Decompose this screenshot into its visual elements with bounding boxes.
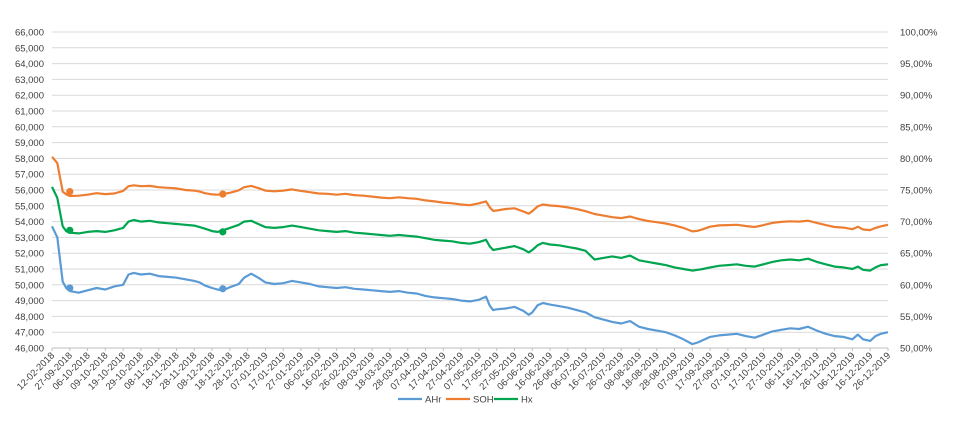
y-tick-label: 51,000 bbox=[15, 265, 44, 276]
series-lines bbox=[51, 156, 889, 346]
data-marker-hx bbox=[219, 228, 227, 236]
series-line-soh bbox=[51, 156, 889, 233]
y2-tick-label: 90,00% bbox=[900, 91, 933, 102]
y-tick-label: 57,000 bbox=[15, 170, 44, 181]
y-tick-label: 65,000 bbox=[15, 43, 44, 54]
legend-label-soh: SOH bbox=[473, 395, 494, 406]
data-marker-ahr bbox=[219, 285, 227, 293]
y2-tick-label: 75,00% bbox=[900, 186, 933, 197]
y2-tick-label: 50,00% bbox=[900, 344, 933, 355]
y-tick-label: 60,000 bbox=[15, 122, 44, 133]
legend-label-hx: Hx bbox=[521, 395, 533, 406]
y-tick-label: 59,000 bbox=[15, 138, 44, 149]
y-tick-label: 52,000 bbox=[15, 249, 44, 260]
left-y-axis: 46,000 47,000 48,000 49,000 50,000 51,000 52,0… bbox=[15, 28, 44, 355]
y-tick-label: 58,000 bbox=[15, 154, 44, 165]
y-tick-label: 55,000 bbox=[15, 201, 44, 212]
series-line-hx bbox=[51, 186, 889, 272]
y-tick-label: 49,000 bbox=[15, 296, 44, 307]
y2-tick-label: 55,00% bbox=[900, 312, 933, 323]
y2-tick-label: 65,00% bbox=[900, 249, 933, 260]
series-line-ahr bbox=[51, 225, 889, 346]
y2-tick-label: 60,00% bbox=[900, 280, 933, 291]
legend: AHr SOH Hx bbox=[398, 395, 533, 406]
y-tick-label: 56,000 bbox=[15, 186, 44, 197]
y-tick-label: 47,000 bbox=[15, 328, 44, 339]
y2-tick-label: 100,00% bbox=[900, 28, 938, 39]
data-marker-ahr bbox=[66, 284, 74, 292]
y2-tick-label: 85,00% bbox=[900, 122, 933, 133]
y-tick-label: 54,000 bbox=[15, 217, 44, 228]
y-tick-label: 46,000 bbox=[15, 344, 44, 355]
data-marker-hx bbox=[66, 226, 74, 234]
y-tick-label: 61,000 bbox=[15, 107, 44, 118]
series-markers bbox=[66, 187, 227, 293]
y-tick-label: 63,000 bbox=[15, 75, 44, 86]
y-tick-label: 66,000 bbox=[15, 28, 44, 39]
x-axis: 12-02-201827-09-201806-10-201809-10-2018… bbox=[15, 347, 893, 392]
y-tick-label: 48,000 bbox=[15, 312, 44, 323]
data-marker-soh bbox=[66, 187, 74, 196]
y2-tick-label: 95,00% bbox=[900, 59, 933, 70]
legend-label-ahr: AHr bbox=[425, 395, 441, 406]
y-tick-label: 62,000 bbox=[15, 91, 44, 102]
y-tick-label: 53,000 bbox=[15, 233, 44, 244]
y-tick-label: 50,000 bbox=[15, 280, 44, 291]
y-tick-label: 64,000 bbox=[15, 59, 44, 70]
data-marker-soh bbox=[219, 190, 227, 198]
y2-tick-label: 80,00% bbox=[900, 154, 933, 165]
right-y-axis: 50,00% 55,00% 60,00% 65,00% 70,00% 75,00% 80,0… bbox=[900, 28, 938, 355]
y2-tick-label: 70,00% bbox=[900, 217, 933, 228]
